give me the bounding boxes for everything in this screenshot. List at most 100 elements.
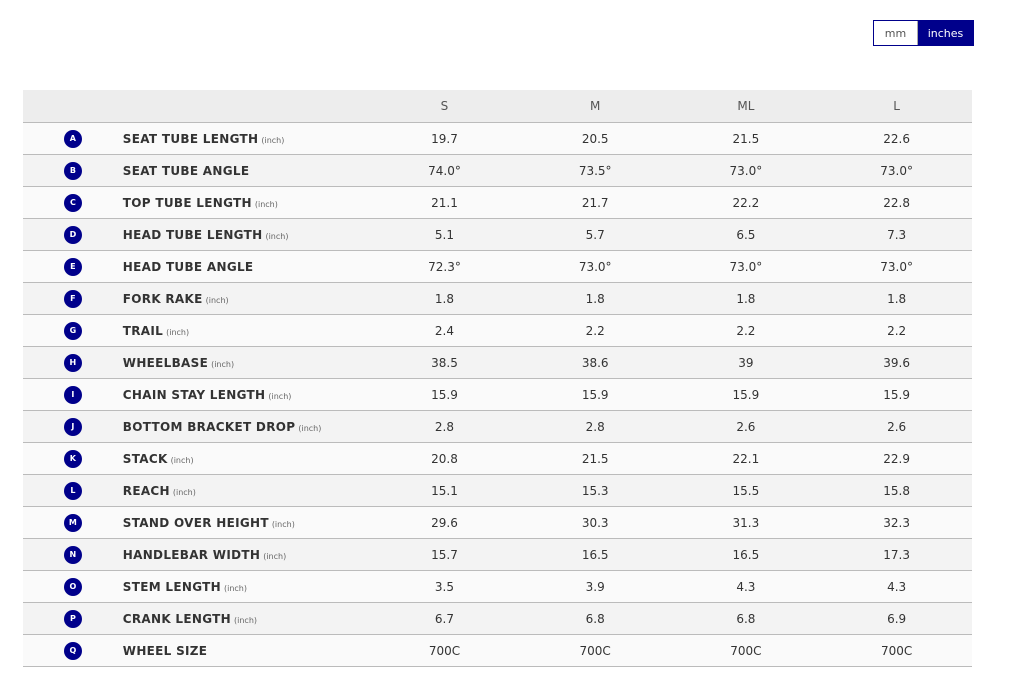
table-row: B SEAT TUBE ANGLE 74.0° 73.5° 73.0° 73.0° [23, 154, 972, 187]
row-label: STEM LENGTH [122, 579, 221, 594]
row-key-badge: Q [63, 641, 82, 660]
cell-value: 73.0° [519, 250, 671, 283]
cell-value: 73.0° [670, 250, 822, 283]
row-label: HANDLEBAR WIDTH [122, 547, 261, 562]
cell-value: 2.6 [821, 410, 972, 443]
row-label: CRANK LENGTH [122, 611, 231, 626]
row-label: TRAIL [122, 323, 164, 338]
cell-value: 4.3 [821, 570, 972, 603]
column-header: L [821, 90, 972, 123]
row-label: CHAIN STAY LENGTH [122, 387, 266, 402]
row-key-badge: J [63, 417, 82, 436]
table-header: S M ML L [23, 90, 972, 123]
cell-value: 15.7 [369, 538, 520, 571]
row-key-badge: N [63, 545, 82, 564]
cell-value: 31.3 [670, 506, 822, 539]
cell-value: 73.5° [519, 154, 671, 187]
row-key-badge: L [63, 481, 82, 500]
cell-value: 2.8 [519, 410, 671, 443]
cell-value: 7.3 [821, 218, 972, 251]
table-row: O STEM LENGTH (inch) 3.5 3.9 4.3 4.3 [23, 570, 972, 603]
row-unit: (inch) [254, 199, 278, 209]
table-row: E HEAD TUBE ANGLE 72.3° 73.0° 73.0° 73.0° [23, 250, 972, 283]
row-label: STACK [122, 451, 168, 466]
cell-value: 15.9 [519, 378, 671, 411]
row-key-badge: H [63, 353, 82, 372]
row-unit: (inch) [166, 327, 190, 337]
table-row: G TRAIL (inch) 2.4 2.2 2.2 2.2 [23, 314, 972, 347]
cell-value: 20.8 [369, 442, 520, 475]
row-unit: (inch) [223, 583, 247, 593]
row-key-badge: M [63, 513, 82, 532]
row-unit: (inch) [234, 615, 258, 625]
table-row: F FORK RAKE (inch) 1.8 1.8 1.8 1.8 [23, 282, 972, 315]
row-label: HEAD TUBE LENGTH [122, 227, 263, 242]
cell-value: 73.0° [670, 154, 822, 187]
cell-value: 3.5 [369, 570, 520, 603]
cell-value: 15.1 [369, 474, 520, 507]
row-label: HEAD TUBE ANGLE [122, 259, 254, 274]
cell-value: 700C [821, 634, 972, 667]
cell-value: 6.8 [519, 602, 671, 635]
row-label: TOP TUBE LENGTH [122, 195, 252, 210]
row-key-badge: P [63, 609, 82, 628]
cell-value: 2.2 [519, 314, 671, 347]
cell-value: 30.3 [519, 506, 671, 539]
cell-value: 2.6 [670, 410, 822, 443]
row-key-badge: E [63, 257, 82, 276]
table-row: K STACK (inch) 20.8 21.5 22.1 22.9 [23, 442, 972, 475]
cell-value: 15.9 [670, 378, 822, 411]
row-unit: (inch) [172, 487, 196, 497]
cell-value: 21.1 [369, 186, 520, 219]
cell-value: 5.1 [369, 218, 520, 251]
cell-value: 2.2 [670, 314, 822, 347]
cell-value: 22.9 [821, 442, 972, 475]
cell-value: 22.8 [821, 186, 972, 219]
cell-value: 700C [519, 634, 671, 667]
cell-value: 6.7 [369, 602, 520, 635]
row-unit: (inch) [265, 231, 289, 241]
row-label: STAND OVER HEIGHT [122, 515, 269, 530]
cell-value: 1.8 [670, 282, 822, 315]
table-row: A SEAT TUBE LENGTH (inch) 19.7 20.5 21.5 22.6 [23, 122, 972, 155]
unit-toggle: mm inches [873, 20, 974, 46]
cell-value: 2.8 [369, 410, 520, 443]
cell-value: 6.8 [670, 602, 822, 635]
row-unit: (inch) [298, 423, 322, 433]
cell-value: 38.6 [519, 346, 671, 379]
row-label: SEAT TUBE ANGLE [122, 163, 250, 178]
cell-value: 15.8 [821, 474, 972, 507]
row-label: SEAT TUBE LENGTH [122, 131, 259, 146]
cell-value: 1.8 [821, 282, 972, 315]
column-header: ML [670, 90, 822, 123]
row-unit: (inch) [263, 551, 287, 561]
cell-value: 19.7 [369, 122, 520, 155]
row-key-badge: G [63, 321, 82, 340]
table-row: H WHEELBASE (inch) 38.5 38.6 39 39.6 [23, 346, 972, 379]
row-key-badge: C [63, 193, 82, 212]
cell-value: 700C [670, 634, 822, 667]
cell-value: 22.6 [821, 122, 972, 155]
cell-value: 39 [670, 346, 822, 379]
row-unit: (inch) [170, 455, 194, 465]
row-unit: (inch) [211, 359, 235, 369]
cell-value: 72.3° [369, 250, 520, 283]
row-key-badge: D [63, 225, 82, 244]
cell-value: 38.5 [369, 346, 520, 379]
row-unit: (inch) [205, 295, 229, 305]
cell-value: 4.3 [670, 570, 822, 603]
unit-inches-button[interactable]: inches [918, 21, 973, 45]
table-row: I CHAIN STAY LENGTH (inch) 15.9 15.9 15.9 15.9 [23, 378, 972, 411]
cell-value: 21.5 [519, 442, 671, 475]
cell-value: 1.8 [519, 282, 671, 315]
cell-value: 39.6 [821, 346, 972, 379]
cell-value: 15.3 [519, 474, 671, 507]
table-row: P CRANK LENGTH (inch) 6.7 6.8 6.8 6.9 [23, 602, 972, 635]
table-row: D HEAD TUBE LENGTH (inch) 5.1 5.7 6.5 7.3 [23, 218, 972, 251]
row-label: WHEEL SIZE [122, 643, 208, 658]
cell-value: 22.2 [670, 186, 822, 219]
row-unit: (inch) [261, 135, 285, 145]
unit-mm-button[interactable]: mm [874, 21, 918, 45]
cell-value: 17.3 [821, 538, 972, 571]
cell-value: 700C [369, 634, 520, 667]
